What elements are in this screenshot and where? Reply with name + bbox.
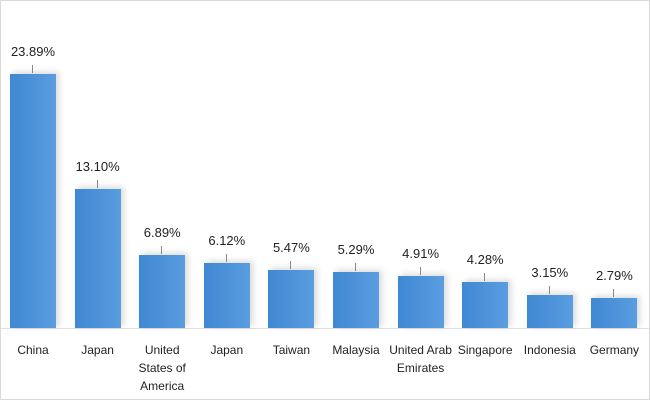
label-leader [613, 289, 615, 298]
value-label: 5.47% [272, 239, 310, 255]
baseline [1, 328, 649, 329]
value-label: 6.12% [208, 232, 246, 248]
category-label: China [17, 343, 49, 357]
label-leader [419, 266, 421, 275]
value-label: 23.89% [10, 44, 56, 59]
bar [526, 294, 573, 328]
category-label: United States of America [138, 343, 186, 393]
label-leader [96, 179, 98, 188]
label-leader [484, 273, 486, 282]
category-label: Malaysia [332, 343, 380, 357]
label-leader [225, 253, 227, 262]
bar [591, 298, 638, 328]
category-label: Indonesia [523, 343, 576, 357]
label-leader [290, 260, 292, 269]
label-leader [548, 285, 550, 294]
category-label: Taiwan [272, 343, 311, 357]
category-label: United Arab Emirates [389, 343, 452, 375]
bar [203, 262, 250, 328]
bar [462, 282, 509, 328]
bar [74, 188, 121, 328]
bar [333, 271, 379, 328]
category-label: Japan [81, 343, 114, 357]
value-label: 5.29% [337, 241, 375, 257]
value-label: 4.91% [402, 245, 440, 261]
category-label: Singapore [457, 343, 513, 357]
label-leader [32, 65, 33, 73]
label-leader [355, 262, 356, 271]
value-label: 3.15% [531, 264, 569, 280]
bar [397, 275, 444, 328]
category-label: Japan [210, 343, 244, 357]
value-label: 2.79% [595, 268, 633, 284]
value-label: 6.89% [143, 224, 181, 240]
label-leader [161, 245, 163, 254]
bar [139, 254, 186, 328]
bar [268, 269, 315, 328]
category-label: Germany [589, 343, 640, 357]
value-label: 4.28% [466, 252, 504, 268]
bar [10, 74, 56, 328]
value-label: 13.10% [75, 158, 120, 174]
